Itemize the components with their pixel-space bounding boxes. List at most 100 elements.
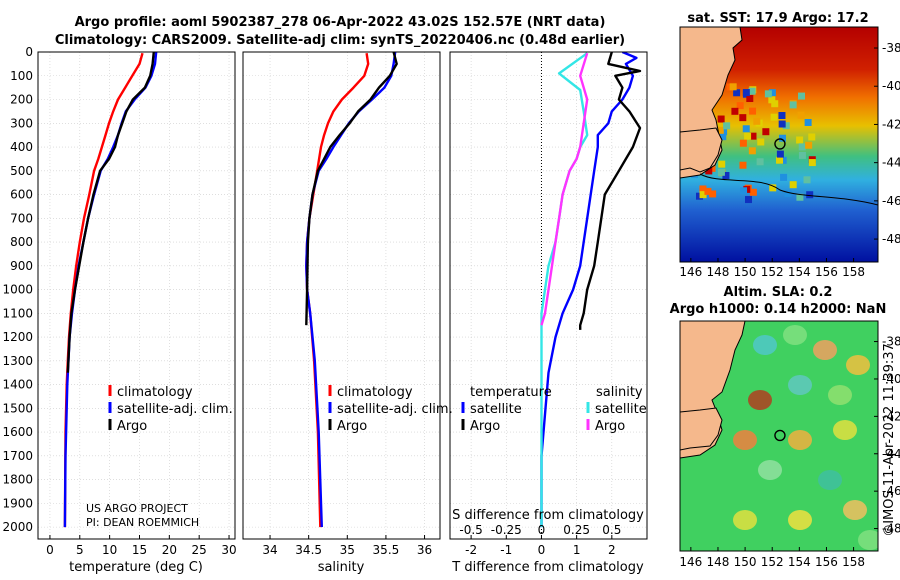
- t-difference-xlabel: T difference from climatology: [451, 560, 644, 575]
- x-tick-label: 36: [417, 543, 432, 557]
- x-tick-label: -2: [465, 543, 477, 557]
- map-lat-label: -48: [882, 522, 900, 536]
- legend-label: satellite: [595, 402, 647, 417]
- map-lon-label: 156: [815, 265, 838, 279]
- temperature-series: [63, 52, 158, 528]
- sst-cell: [798, 92, 806, 100]
- x-tick-label: 2: [608, 543, 616, 557]
- temperature-tick-labels: 0 5 10 15 20 25 30: [46, 543, 237, 557]
- map-lat-label: -46: [882, 194, 900, 208]
- legend-label: Argo: [337, 419, 367, 434]
- sst-cell: [740, 187, 748, 195]
- map-lat-label: -48: [882, 232, 900, 246]
- sst-cell: [742, 89, 750, 97]
- sla-blob: [843, 500, 867, 520]
- legend-label: Argo: [595, 419, 625, 434]
- legend-label: climatology: [337, 385, 413, 400]
- y-tick-label: 600: [10, 188, 33, 202]
- sst-cell: [768, 89, 776, 97]
- sst-cell: [731, 107, 739, 115]
- sst-cell: [756, 158, 764, 166]
- map-lat-label: -44: [882, 156, 900, 170]
- y-tick-label: 500: [10, 164, 33, 178]
- credit-line2: PI: DEAN ROEMMICH: [86, 516, 199, 529]
- sst-cell: [764, 90, 772, 98]
- series-line-t-satellite: [540, 52, 638, 528]
- sst-cell: [729, 83, 737, 91]
- y-tick-label: 1400: [2, 378, 33, 392]
- y-tick-label: 1000: [2, 283, 33, 297]
- sst-cell: [805, 141, 813, 149]
- sst-cell: [716, 126, 724, 134]
- legend-label: Argo: [117, 419, 147, 434]
- series-line-satellite-adj-clim-: [305, 52, 397, 528]
- map-lat-label: -42: [882, 117, 900, 131]
- series-line-t-argo: [579, 52, 642, 330]
- map-lat-label: -42: [882, 409, 900, 423]
- sst-cell: [770, 113, 778, 121]
- x-tick-label: 20: [162, 543, 177, 557]
- s-diff-tick-label: -0.5: [459, 523, 482, 537]
- y-tick-label: 2000: [2, 520, 33, 534]
- sst-map-frame: [679, 26, 879, 263]
- map-lon-label: 146: [679, 555, 702, 569]
- sst-cell: [808, 159, 816, 167]
- y-tick-label: 1900: [2, 496, 33, 510]
- sst-cell: [696, 192, 704, 200]
- map-lon-label: 150: [734, 265, 757, 279]
- sla-blob: [858, 530, 878, 550]
- y-tick-label: 1300: [2, 354, 33, 368]
- sst-cell: [749, 132, 757, 140]
- x-tick-label: 34.5: [295, 543, 322, 557]
- sla-title-line1: Altim. SLA: 0.2: [724, 285, 833, 300]
- sla-blob: [748, 390, 772, 410]
- sst-cell: [779, 156, 787, 164]
- x-tick-label: 10: [102, 543, 117, 557]
- sst-cell: [736, 102, 744, 110]
- sst-cell: [808, 133, 816, 141]
- figure-title-line1: Argo profile: aoml 5902387_278 06-Apr-20…: [75, 15, 606, 30]
- temperature-axes-box: [37, 51, 236, 540]
- legend-title-temperature: temperature: [470, 385, 552, 400]
- legend-title-salinity: salinity: [596, 385, 643, 400]
- salinity-xlabel: salinity: [318, 560, 365, 575]
- salinity-panel: 34 34.5 35 35.5 36 salinity climatology satel…: [242, 51, 453, 575]
- y-tick-label: 900: [10, 259, 33, 273]
- salinity-tick-labels: 34 34.5 35 35.5 36: [262, 543, 432, 557]
- sst-cell: [744, 132, 752, 140]
- sst-cell: [784, 189, 792, 197]
- sst-cell: [733, 89, 741, 97]
- series-line-argo: [66, 52, 155, 373]
- sst-cell: [749, 107, 757, 115]
- sst-cell: [778, 112, 786, 120]
- sst-cell: [797, 111, 805, 119]
- salinity-difference-tick-labels: -0.5 -0.25 0 0.25 0.5: [459, 523, 621, 537]
- map-lon-label: 158: [842, 265, 865, 279]
- figure-title-line2: Climatology: CARS2009. Satellite-adj cli…: [55, 33, 625, 48]
- sst-cell: [748, 87, 756, 95]
- temperature-xlabel: temperature (deg C): [69, 560, 203, 575]
- sst-cell: [789, 101, 797, 109]
- s-diff-tick-label: 0.25: [563, 523, 590, 537]
- sst-cell: [776, 156, 784, 164]
- x-tick-label: 0: [46, 543, 54, 557]
- map-lon-label: 148: [707, 265, 730, 279]
- sla-blob: [818, 470, 842, 490]
- x-tick-label: 34: [262, 543, 277, 557]
- y-tick-label: 1800: [2, 473, 33, 487]
- sla-map-frame: [679, 320, 879, 552]
- map-lon-label: 154: [788, 265, 811, 279]
- y-tick-label: 700: [10, 211, 33, 225]
- x-tick-label: 5: [76, 543, 84, 557]
- y-tick-label: 200: [10, 93, 33, 107]
- imos-watermark: ©IMOS 11-Apr-2022 11:39:37: [882, 343, 897, 537]
- sla-blob: [788, 430, 812, 450]
- sst-cell: [780, 173, 788, 181]
- sla-blob: [833, 420, 857, 440]
- x-tick-label: 15: [132, 543, 147, 557]
- sst-cell: [796, 136, 804, 144]
- map-lon-label: 152: [761, 555, 784, 569]
- difference-axes-box: [449, 51, 648, 540]
- sst-cell: [705, 167, 713, 175]
- series-line-argo: [305, 52, 398, 326]
